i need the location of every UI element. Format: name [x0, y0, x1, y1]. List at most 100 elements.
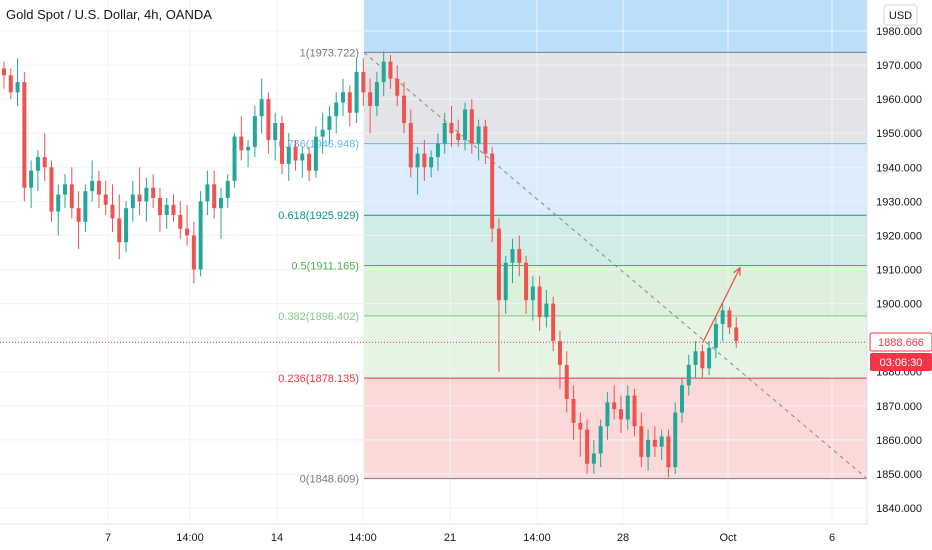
- candle-body[interactable]: [524, 262, 529, 301]
- candle-body[interactable]: [266, 99, 271, 141]
- candle-body[interactable]: [164, 204, 169, 215]
- candle-body[interactable]: [218, 197, 223, 209]
- candle-body[interactable]: [334, 102, 339, 117]
- candle-body[interactable]: [707, 347, 712, 369]
- candle-body[interactable]: [29, 170, 34, 188]
- candle-body[interactable]: [551, 303, 556, 342]
- fibonacci-retracement[interactable]: 1(1973.722) 0.786(1946.948) 0.618(1925.929…: [278, 47, 867, 486]
- candle-body[interactable]: [381, 61, 386, 83]
- candle-body[interactable]: [490, 153, 495, 229]
- candle-body[interactable]: [666, 436, 671, 468]
- candle-body[interactable]: [720, 310, 725, 325]
- candle-body[interactable]: [341, 92, 345, 103]
- candle-body[interactable]: [2, 68, 6, 76]
- candle-body[interactable]: [185, 228, 190, 236]
- candle-body[interactable]: [279, 122, 284, 164]
- candle-body[interactable]: [347, 92, 352, 113]
- candle-body[interactable]: [713, 324, 718, 348]
- candle-body[interactable]: [652, 439, 657, 447]
- candle-body[interactable]: [571, 398, 576, 423]
- candle-body[interactable]: [259, 99, 264, 117]
- candle-body[interactable]: [225, 180, 230, 198]
- candle-body[interactable]: [402, 95, 407, 123]
- candle-body[interactable]: [578, 422, 583, 430]
- candle-body[interactable]: [286, 146, 291, 164]
- candle-body[interactable]: [469, 109, 474, 144]
- price-axis-bg[interactable]: [867, 0, 932, 550]
- candle-body[interactable]: [83, 191, 88, 222]
- candle-body[interactable]: [212, 184, 217, 209]
- candle-body[interactable]: [374, 82, 379, 106]
- candle-body[interactable]: [96, 180, 101, 195]
- candle-body[interactable]: [354, 71, 359, 113]
- candle-body[interactable]: [680, 385, 684, 413]
- candle-body[interactable]: [625, 395, 630, 420]
- candle-body[interactable]: [151, 187, 156, 198]
- candle-body[interactable]: [449, 122, 454, 134]
- candle-body[interactable]: [246, 146, 251, 151]
- candle-body[interactable]: [612, 402, 617, 410]
- candle-body[interactable]: [429, 157, 434, 168]
- candle-body[interactable]: [76, 208, 81, 222]
- candle-body[interactable]: [15, 82, 20, 93]
- trendline-dashed[interactable]: [363, 52, 868, 480]
- candle-body[interactable]: [700, 351, 705, 369]
- currency-button-frame[interactable]: [883, 4, 918, 26]
- candle-body[interactable]: [273, 122, 278, 141]
- candle-body[interactable]: [103, 194, 108, 205]
- candles[interactable]: [2, 51, 739, 478]
- candle-body[interactable]: [442, 122, 447, 144]
- candle-body[interactable]: [693, 351, 698, 365]
- candle-body[interactable]: [673, 412, 678, 468]
- candle-body[interactable]: [35, 157, 40, 171]
- candle-body[interactable]: [313, 136, 318, 171]
- candle-body[interactable]: [137, 194, 142, 202]
- projection-arrow-line[interactable]: [702, 267, 741, 343]
- candle-body[interactable]: [69, 184, 74, 209]
- candle-body[interactable]: [205, 184, 210, 202]
- candle-body[interactable]: [435, 143, 440, 158]
- candle-body[interactable]: [320, 129, 325, 137]
- candle-body[interactable]: [483, 126, 488, 154]
- candle-body[interactable]: [191, 235, 196, 270]
- candle-body[interactable]: [510, 249, 515, 263]
- candle-body[interactable]: [307, 153, 312, 171]
- candle-body[interactable]: [252, 116, 257, 147]
- candle-body[interactable]: [117, 218, 122, 243]
- candle-body[interactable]: [496, 228, 501, 301]
- candle-body[interactable]: [686, 364, 691, 386]
- candle-body[interactable]: [42, 157, 47, 168]
- candle-body[interactable]: [56, 194, 61, 212]
- candle-body[interactable]: [178, 214, 183, 229]
- candle-body[interactable]: [734, 327, 739, 342]
- candle-body[interactable]: [517, 249, 522, 263]
- candle-body[interactable]: [22, 82, 27, 188]
- candle-body[interactable]: [646, 439, 651, 457]
- candle-body[interactable]: [49, 167, 54, 212]
- candle-body[interactable]: [557, 341, 562, 365]
- candle-body[interactable]: [293, 146, 298, 161]
- candle-body[interactable]: [144, 187, 149, 202]
- candle-body[interactable]: [130, 194, 135, 209]
- candle-body[interactable]: [463, 109, 468, 141]
- candle-body[interactable]: [598, 426, 603, 454]
- candle-body[interactable]: [300, 153, 305, 161]
- candle-body[interactable]: [591, 453, 596, 464]
- candle-body[interactable]: [503, 262, 508, 301]
- candle-body[interactable]: [564, 364, 569, 399]
- candle-body[interactable]: [659, 436, 664, 447]
- candle-body[interactable]: [415, 153, 420, 168]
- candle-body[interactable]: [395, 78, 400, 96]
- candle-body[interactable]: [585, 429, 590, 464]
- candle-body[interactable]: [327, 116, 332, 130]
- candle-body[interactable]: [239, 136, 244, 151]
- candle-body[interactable]: [198, 201, 203, 270]
- time-axis-bg[interactable]: [0, 524, 867, 550]
- candle-body[interactable]: [110, 204, 115, 219]
- candle-body[interactable]: [476, 126, 481, 144]
- candle-body[interactable]: [8, 75, 13, 93]
- candle-body[interactable]: [408, 122, 413, 168]
- candle-body[interactable]: [157, 197, 162, 215]
- candle-body[interactable]: [90, 180, 95, 192]
